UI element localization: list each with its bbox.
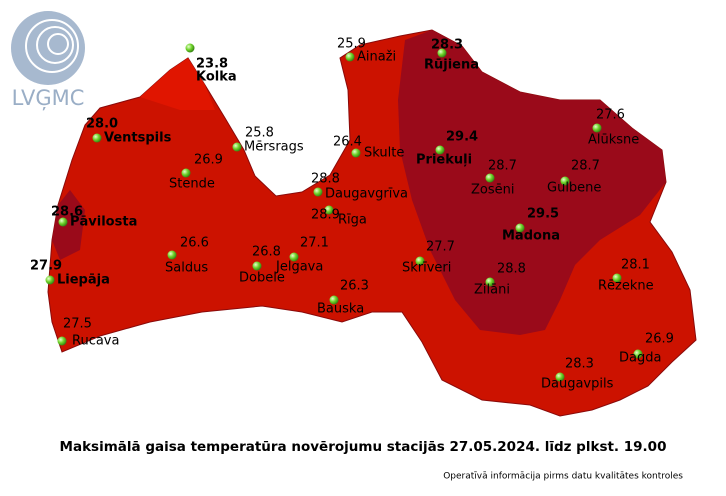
station-name: Bauska	[317, 302, 364, 317]
station-dot	[485, 277, 495, 287]
station-name: Stende	[169, 177, 215, 192]
station-dot	[351, 148, 361, 158]
station-value: 25.9	[337, 37, 366, 52]
note: Operatīvā informācija pirms datu kvalitā…	[443, 472, 683, 482]
station-name: Kolka	[196, 70, 237, 85]
station-dot	[252, 261, 262, 271]
station-dot	[415, 256, 425, 266]
station-name: Ventspils	[104, 131, 172, 146]
logo: LVĢMC	[11, 11, 85, 110]
station-name: Alūksne	[588, 133, 639, 148]
logo-ring	[47, 33, 69, 55]
station-name: Mērsrags	[244, 140, 304, 155]
station-dot	[345, 52, 355, 62]
station-name: Rūjiena	[424, 58, 479, 73]
station-value: 27.5	[63, 317, 92, 332]
station-value: 27.7	[426, 240, 455, 255]
hot-zone	[52, 190, 85, 260]
station-value: 28.1	[621, 258, 650, 273]
station-value: 25.8	[245, 126, 274, 141]
station-dot	[181, 168, 191, 178]
station-name: Zilāni	[474, 283, 510, 298]
station-name: Jelgava	[275, 260, 323, 275]
station-dot	[560, 176, 570, 186]
station-value: 28.8	[497, 262, 526, 277]
station-name: Pāvilosta	[70, 215, 137, 230]
station-dot	[435, 145, 445, 155]
station-value: 28.3	[431, 38, 463, 53]
cool-zone	[140, 58, 215, 110]
station-value: 29.4	[446, 130, 478, 145]
station-dot	[485, 173, 495, 183]
station-value: 28.9	[311, 208, 340, 223]
station-value: 26.9	[194, 153, 223, 168]
station-value: 26.4	[333, 135, 362, 150]
station-dot	[313, 187, 323, 197]
station-dot	[289, 252, 299, 262]
station-name: Saldus	[165, 261, 208, 276]
logo-ring	[25, 19, 79, 73]
station-value: 28.6	[51, 205, 83, 220]
station-name: Skrīveri	[402, 261, 451, 276]
station-dot	[633, 349, 643, 359]
station-name: Dagda	[619, 351, 661, 366]
station-dot	[324, 205, 334, 215]
station-name: Liepāja	[57, 273, 110, 288]
station-dot	[92, 133, 102, 143]
station-name: Ainaži	[357, 50, 396, 65]
station-dot	[58, 217, 68, 227]
caption: Maksimālā gaisa temperatūra novērojumu s…	[60, 439, 667, 455]
station-name: Skulte	[364, 146, 404, 161]
station-name: Madona	[502, 229, 560, 244]
station-dot	[515, 223, 525, 233]
hot-zone	[398, 30, 666, 335]
station-value: 28.3	[565, 357, 594, 372]
station-dot	[555, 372, 565, 382]
station-value: 26.8	[252, 245, 281, 260]
station-value: 26.9	[645, 332, 674, 347]
logo-ring	[36, 26, 74, 64]
logo-text: LVĢMC	[12, 86, 85, 110]
station-value: 28.8	[311, 172, 340, 187]
station-name: Daugavgrīva	[325, 187, 408, 202]
station-value: 29.5	[527, 207, 559, 222]
station-dot	[232, 142, 242, 152]
station-dot	[437, 48, 447, 58]
station-dot	[45, 275, 55, 285]
station-value: 26.6	[180, 236, 209, 251]
station-value: 28.0	[86, 117, 118, 132]
station-name: Zosēni	[471, 183, 514, 198]
station-name: Rīga	[338, 213, 367, 228]
station-value: 27.1	[300, 236, 329, 251]
station-name: Dobele	[239, 271, 285, 286]
station-name: Gulbene	[547, 181, 601, 196]
station-value: 27.6	[596, 108, 625, 123]
station-value: 27.9	[30, 259, 62, 274]
station-dot	[167, 250, 177, 260]
station-name: Rēzekne	[598, 279, 654, 294]
station-name: Priekuļi	[416, 153, 472, 168]
station-value: 23.8	[196, 57, 228, 72]
station-dot	[185, 43, 195, 53]
station-dot	[329, 295, 339, 305]
station-dot	[612, 273, 622, 283]
station-dot	[57, 336, 67, 346]
station-name: Rucava	[72, 334, 119, 349]
station-value: 28.7	[488, 159, 517, 174]
station-value: 28.7	[571, 159, 600, 174]
station-dot	[592, 123, 602, 133]
station-name: Daugavpils	[541, 377, 614, 392]
station-value: 26.3	[340, 279, 369, 294]
